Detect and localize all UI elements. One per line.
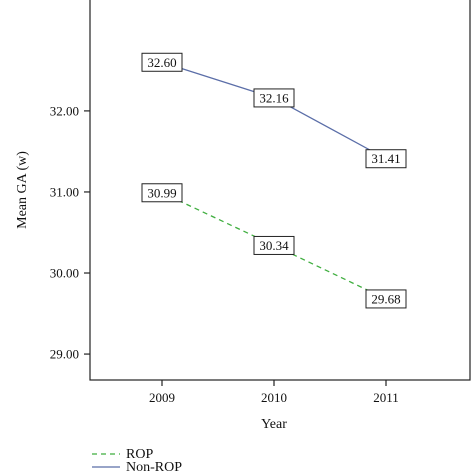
data-label-value: 29.68 [371, 291, 400, 306]
data-label-value: 30.99 [147, 185, 176, 200]
data-label: 30.34 [253, 235, 295, 255]
x-axis-title: Year [261, 417, 287, 432]
y-tick-label: 30.00 [50, 266, 79, 281]
data-label-box [365, 149, 407, 169]
y-axis-title: Mean GA (w) [15, 151, 30, 229]
data-label: 32.16 [253, 88, 295, 108]
series-line-non-rop [161, 61, 387, 160]
data-label-value: 32.60 [147, 55, 176, 70]
data-label-box [253, 235, 295, 255]
data-label-value: 31.41 [371, 151, 400, 166]
data-label-box [141, 183, 183, 203]
y-tick-label: 31.00 [50, 184, 79, 199]
legend-label-non-rop: Non-ROP [126, 460, 182, 474]
data-label: 32.60 [141, 52, 183, 72]
x-tick-label: 2009 [149, 390, 175, 405]
data-label-value: 32.16 [259, 90, 289, 105]
y-tick-label: 29.00 [50, 347, 79, 362]
data-label: 31.41 [365, 149, 407, 169]
y-tick-label: 32.00 [50, 103, 79, 118]
x-axis: 2009 2010 2011 [149, 380, 399, 405]
data-label-value: 30.34 [259, 238, 289, 253]
data-label-box [141, 52, 183, 72]
y-axis: 29.00 30.00 31.00 32.00 [50, 103, 90, 362]
x-tick-label: 2010 [261, 390, 287, 405]
data-label: 29.68 [365, 289, 407, 309]
data-label: 30.99 [141, 183, 183, 203]
plot-frame [89, 0, 471, 381]
x-tick-label: 2011 [373, 390, 399, 405]
series-layer: 30.99 30.34 29.68 32.60 32.16 31.41 [141, 52, 407, 309]
data-label-box [253, 88, 295, 108]
legend-label-rop: ROP [126, 447, 153, 462]
data-label-box [365, 289, 407, 309]
